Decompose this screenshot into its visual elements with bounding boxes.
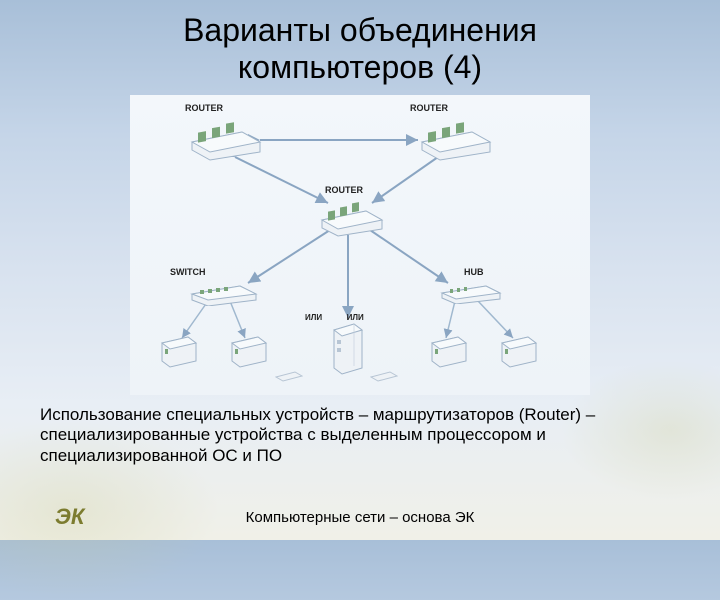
keyboard-2-icon — [370, 370, 398, 382]
network-diagram: ROUTER ROUTER ROUTER SWITCH HUB ИЛИ ИЛИ — [130, 95, 590, 395]
switch-icon — [190, 280, 258, 306]
router-1-icon — [190, 120, 262, 162]
slide-title: Варианты объединения компьютеров (4) — [0, 0, 720, 86]
label-or: ИЛИ ИЛИ — [305, 313, 364, 322]
hub-icon — [440, 280, 502, 304]
router-3-icon — [320, 200, 384, 238]
keyboard-1-icon — [275, 370, 303, 382]
label-switch: SWITCH — [170, 267, 206, 277]
pc-2-icon — [230, 335, 270, 373]
router-2-icon — [420, 120, 492, 162]
title-line-2: компьютеров (4) — [238, 49, 482, 85]
body-paragraph: Использование специальных устройств – ма… — [40, 405, 680, 466]
footer-caption: Компьютерные сети – основа ЭК — [0, 509, 720, 526]
pc-3-icon — [430, 335, 470, 373]
pc-1-icon — [160, 335, 200, 373]
label-hub: HUB — [464, 267, 484, 277]
label-router-1: ROUTER — [185, 103, 223, 113]
label-router-2: ROUTER — [410, 103, 448, 113]
title-line-1: Варианты объединения — [183, 12, 537, 48]
label-router-3: ROUTER — [325, 185, 363, 195]
tower-pc-icon — [330, 320, 366, 376]
pc-4-icon — [500, 335, 540, 373]
